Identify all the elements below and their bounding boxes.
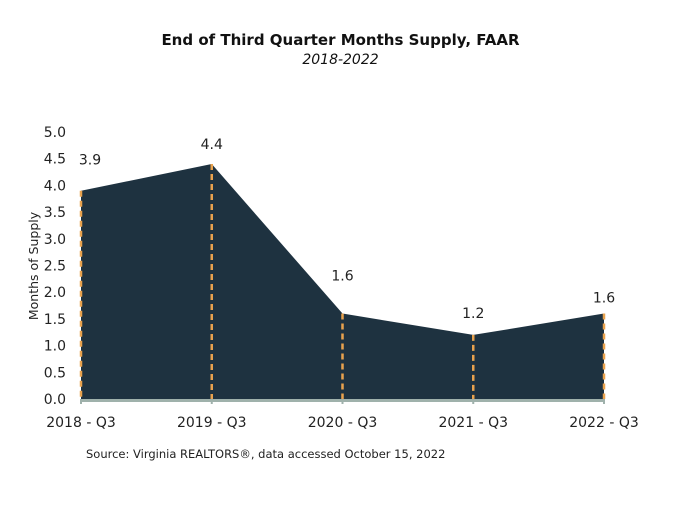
x-tick-label: 2019 - Q3 xyxy=(177,415,247,431)
data-label: 1.6 xyxy=(593,291,615,307)
x-tick-label: 2018 - Q3 xyxy=(46,415,116,431)
y-tick-label: 1.5 xyxy=(44,312,66,328)
chart-subtitle: 2018-2022 xyxy=(302,52,379,68)
chart-title: End of Third Quarter Months Supply, FAAR xyxy=(161,31,520,49)
data-label: 1.2 xyxy=(462,306,484,322)
x-tick-label: 2020 - Q3 xyxy=(308,415,378,431)
y-tick-label: 1.0 xyxy=(44,339,66,355)
x-axis-ticks: 2018 - Q3 2019 - Q3 2020 - Q3 2021 - Q3 2022… xyxy=(46,399,639,431)
y-tick-label: 2.0 xyxy=(44,285,66,301)
y-tick-label: 5.0 xyxy=(44,125,66,141)
y-tick-label: 2.5 xyxy=(44,259,66,275)
y-tick-label: 4.0 xyxy=(44,178,66,194)
y-tick-label: 0.0 xyxy=(44,392,66,408)
x-tick-label: 2021 - Q3 xyxy=(438,415,508,431)
source-note: Source: Virginia REALTORS®, data accesse… xyxy=(86,447,446,461)
drop-lines xyxy=(79,164,606,399)
x-tick-label: 2022 - Q3 xyxy=(569,415,639,431)
y-axis-ticks: 0.0 0.5 1.0 1.5 2.0 2.5 3.0 3.5 4.0 4.5 5.0 xyxy=(44,125,66,408)
data-labels: 3.9 4.4 1.6 1.2 1.6 xyxy=(79,137,615,322)
data-label: 1.6 xyxy=(331,269,353,285)
y-axis-label: Months of Supply xyxy=(26,211,41,320)
y-tick-label: 0.5 xyxy=(44,365,66,381)
y-tick-label: 3.0 xyxy=(44,232,66,248)
data-label: 4.4 xyxy=(201,137,223,153)
y-tick-label: 3.5 xyxy=(44,205,66,221)
y-tick-label: 4.5 xyxy=(44,152,66,168)
data-label: 3.9 xyxy=(79,153,101,169)
